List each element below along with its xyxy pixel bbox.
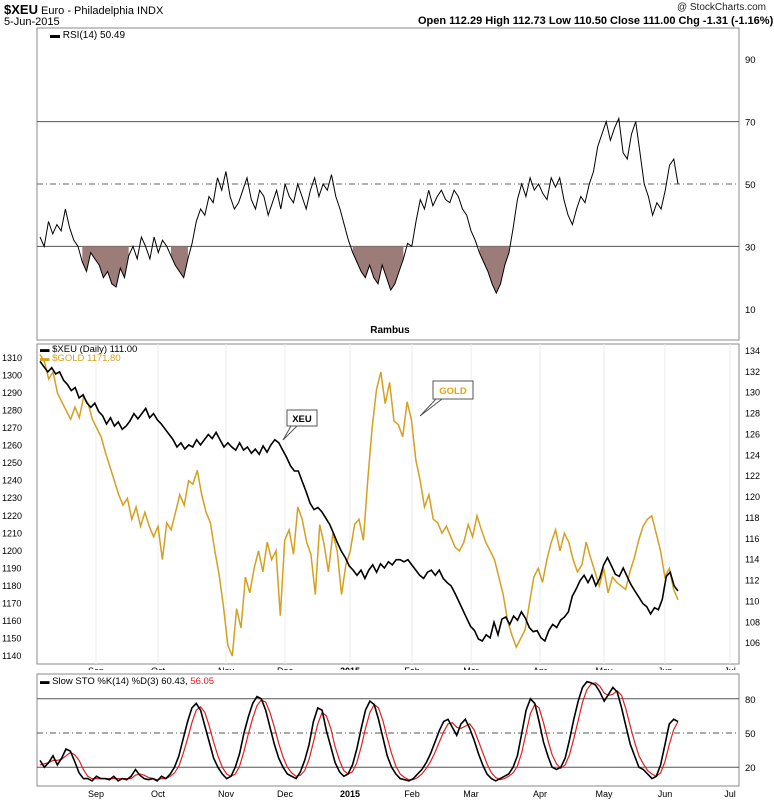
sto-month-label: Apr — [533, 789, 547, 799]
rsi-oversold-fill — [479, 246, 509, 294]
price-right-ytick: 132 — [745, 367, 760, 377]
sto-ytick: 50 — [745, 729, 756, 740]
price-left-ytick: 1230 — [2, 493, 22, 503]
price-left-ytick: 1160 — [2, 616, 21, 626]
rsi-oversold-fill — [171, 246, 188, 278]
price-left-ytick: 1270 — [2, 423, 22, 433]
sto-frame — [36, 673, 740, 787]
gold-callout-pointer — [419, 398, 444, 417]
sto-month-label: 2015 — [340, 789, 360, 799]
sto-month-label: Feb — [404, 789, 420, 799]
sto-month-label: May — [595, 789, 613, 799]
price-left-ytick: 1300 — [2, 371, 22, 381]
price-month-label: Jul — [724, 666, 736, 670]
rsi-line — [39, 116, 679, 295]
price-month-label: Sep — [88, 666, 104, 670]
stochastic-panel: 20 50 80 Sep Oct Nov Dec 2015 Feb Mar Apr May Jun Jul… — [36, 673, 756, 799]
price-right-ytick: 130 — [745, 388, 760, 398]
gold-callout-label: GOLD — [439, 386, 467, 397]
rambus-label: Rambus — [370, 325, 410, 336]
xeu-legend: ▬ $XEU (Daily) 111.00 — [40, 344, 137, 355]
sto-d-line — [39, 682, 679, 781]
price-left-ytick: 1250 — [2, 458, 22, 468]
price-right-ytick: 126 — [745, 429, 760, 439]
sto-month-label: Mar — [463, 789, 479, 799]
xeu-line — [39, 360, 679, 643]
price-month-label: Jun — [658, 666, 673, 670]
price-left-ytick: 1220 — [2, 511, 22, 521]
price-left-ytick: 1180 — [2, 581, 21, 591]
rsi-ytick: 50 — [745, 180, 756, 191]
gold-legend: ▬ $GOLD 1171.80 — [40, 353, 121, 364]
sto-month-label: Sep — [88, 789, 104, 799]
price-frame — [36, 343, 740, 665]
sto-ytick: 80 — [745, 695, 756, 706]
sto-month-label: Jul — [724, 789, 736, 799]
price-month-label: Dec — [277, 666, 294, 670]
price-right-ytick: 116 — [745, 534, 759, 544]
symbol: $XEU — [4, 2, 38, 17]
gold-line — [39, 354, 679, 657]
rsi-ytick: 90 — [745, 55, 756, 66]
price-month-label: May — [595, 666, 613, 670]
price-left-ytick: 1190 — [2, 563, 21, 573]
price-right-ytick: 106 — [745, 638, 760, 648]
price-right-ytick: 122 — [745, 471, 760, 481]
sto-k-line — [39, 680, 679, 782]
price-right-ytick: 110 — [745, 596, 759, 606]
price-month-label: Oct — [151, 666, 166, 670]
xeu-callout-label: XEU — [292, 414, 312, 425]
price-right-ytick: 128 — [745, 409, 760, 419]
price-left-ytick: 1200 — [2, 546, 22, 556]
stockcharts-watermark: @ StockCharts.com — [676, 2, 766, 13]
sto-month-label: Nov — [218, 789, 235, 799]
security-name: Euro - Philadelphia — [41, 5, 134, 17]
quote-line: Open 112.29 High 112.73 Low 110.50 Close… — [418, 15, 774, 27]
rsi-oversold-fill — [352, 246, 404, 291]
price-left-ytick: 1150 — [2, 633, 21, 643]
price-month-label: 2015 — [340, 666, 360, 670]
sto-month-label: Jun — [658, 789, 673, 799]
gold-callout: GOLD — [419, 380, 474, 417]
rsi-ytick: 70 — [745, 118, 756, 129]
price-month-label: Feb — [404, 666, 420, 670]
xeu-callout: XEU — [282, 409, 318, 441]
price-left-ytick: 1280 — [2, 406, 22, 416]
price-right-ytick: 118 — [745, 513, 759, 523]
price-left-ytick: 1290 — [2, 388, 22, 398]
xeu-callout-pointer — [282, 425, 299, 441]
xeu-callout-box — [286, 409, 318, 427]
price-left-ytick: 1140 — [2, 651, 21, 661]
price-right-ytick: 108 — [745, 617, 760, 627]
price-right-ytick: 124 — [745, 450, 760, 460]
chart-title: $XEU Euro - Philadelphia INDX — [4, 2, 163, 17]
rsi-ytick: 30 — [745, 242, 756, 253]
price-right-ytick: 120 — [745, 492, 760, 502]
price-left-ytick: 1210 — [2, 528, 22, 538]
price-left-ytick: 1310 — [2, 353, 22, 363]
price-month-label: Mar — [463, 666, 479, 670]
rsi-legend: ▬ RSI(14) 50.49 — [50, 30, 125, 41]
gold-callout-box — [432, 380, 474, 400]
rsi-panel: 10 30 50 70 90 ▬ RSI(14) 50.49 Rambus — [36, 27, 756, 341]
sto-month-label: Dec — [277, 789, 294, 799]
price-right-ytick: 114 — [745, 555, 759, 565]
price-left-ytick: 1240 — [2, 476, 22, 486]
price-left-ytick: 1260 — [2, 441, 22, 451]
price-left-ytick: 1170 — [2, 598, 21, 608]
price-panel: 106 108 110 112 114 116 118 120 122 124 126 128 130 1… — [2, 343, 760, 670]
sto-ytick: 20 — [745, 763, 756, 774]
price-month-label: Nov — [218, 666, 235, 670]
rsi-ytick: 10 — [745, 305, 756, 316]
chart-date: 5-Jun-2015 — [4, 16, 60, 28]
price-right-ytick: 112 — [745, 576, 759, 586]
sto-legend: ▬ Slow STO %K(14) %D(3) 60.43, 56.05 — [40, 676, 214, 687]
exchange: INDX — [137, 5, 164, 17]
sto-month-label: Oct — [151, 789, 166, 799]
price-month-label: Apr — [533, 666, 547, 670]
price-right-ytick: 134 — [745, 346, 760, 356]
